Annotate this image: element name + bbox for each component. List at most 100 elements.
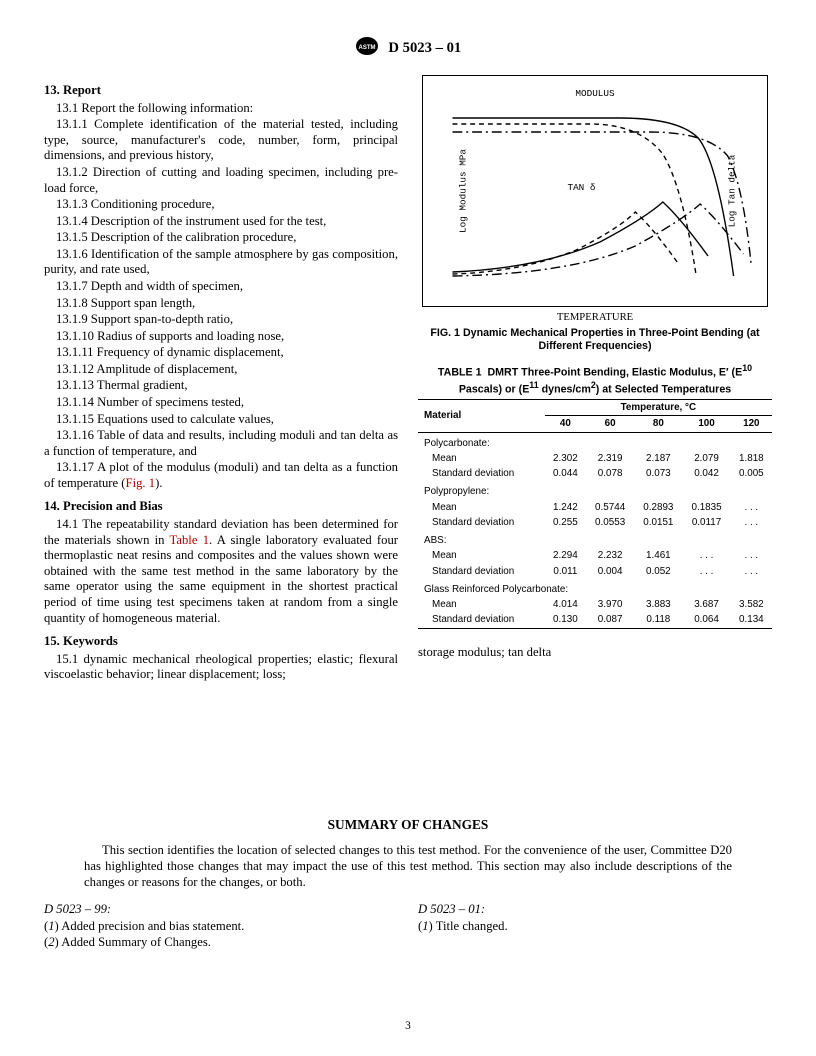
fig-xlabel: TEMPERATURE [418, 311, 772, 324]
table-cell: 1.242 [545, 500, 586, 515]
para-13-1-16: 13.1.16 Table of data and results, inclu… [44, 428, 398, 459]
para-13-1-6: 13.1.6 Identification of the sample atmo… [44, 247, 398, 278]
table-cell: 0.255 [545, 515, 586, 530]
para-13-1: 13.1 Report the following information: [44, 101, 398, 117]
table-group: ABS: [418, 530, 772, 549]
th-temp-80: 80 [634, 416, 682, 432]
table-cell: 0.2893 [634, 500, 682, 515]
th-temp-40: 40 [545, 416, 586, 432]
table-cell: . . . [682, 549, 730, 564]
table-cell: 0.130 [545, 613, 586, 629]
table-cell: 0.052 [634, 564, 682, 579]
table-cell: 2.294 [545, 549, 586, 564]
changes-right-title: D 5023 – 01: [418, 902, 772, 918]
table-row-label: Mean [418, 500, 545, 515]
para-13-1-10: 13.1.10 Radius of supports and loading n… [44, 329, 398, 345]
table-cell: 0.1835 [682, 500, 730, 515]
table-row-label: Standard deviation [418, 613, 545, 629]
section-13-heading: 13. Report [44, 83, 398, 99]
table-cell: 0.0553 [586, 515, 634, 530]
astm-logo-icon: ASTM [355, 36, 379, 61]
para-13-1-17-a: 13.1.17 A plot of the modulus (moduli) a… [44, 460, 398, 490]
page-number: 3 [0, 1020, 816, 1034]
table-cell: 1.818 [731, 451, 772, 466]
table-cell: . . . [731, 549, 772, 564]
table-row-label: Standard deviation [418, 564, 545, 579]
para-13-1-13: 13.1.13 Thermal gradient, [44, 378, 398, 394]
table-row-label: Mean [418, 549, 545, 564]
table-1: Material Temperature, °C 40 60 80 100 12… [418, 399, 772, 629]
table-group: Polypropylene: [418, 481, 772, 500]
table-cell: 0.073 [634, 466, 682, 481]
para-14-1: 14.1 The repeatability standard deviatio… [44, 517, 398, 626]
para-13-1-2: 13.1.2 Direction of cutting and loading … [44, 165, 398, 196]
para-13-1-8: 13.1.8 Support span length, [44, 296, 398, 312]
figure-curves [423, 76, 767, 306]
table-cell: 0.004 [586, 564, 634, 579]
table-cell: 3.883 [634, 598, 682, 613]
table-row-label: Mean [418, 451, 545, 466]
th-temperature: Temperature, °C [545, 400, 772, 416]
table-cell: 0.0117 [682, 515, 730, 530]
table-row-label: Standard deviation [418, 515, 545, 530]
table-group: Polycarbonate: [418, 432, 772, 451]
table-cell: 2.079 [682, 451, 730, 466]
table-row-label: Mean [418, 598, 545, 613]
table-row-label: Standard deviation [418, 466, 545, 481]
table-cell: . . . [731, 500, 772, 515]
table-cell: 0.005 [731, 466, 772, 481]
table-cell: 3.687 [682, 598, 730, 613]
summary-intro: This section identifies the location of … [84, 843, 732, 890]
table-cell: 2.319 [586, 451, 634, 466]
fig1-link[interactable]: Fig. 1 [126, 476, 156, 490]
table-cell: 0.078 [586, 466, 634, 481]
changes-left-1: (1) Added precision and bias statement. [44, 919, 398, 935]
table-cell: 0.042 [682, 466, 730, 481]
para-13-1-1: 13.1.1 Complete identification of the ma… [44, 117, 398, 164]
th-material: Material [418, 400, 545, 432]
para-13-1-9: 13.1.9 Support span-to-depth ratio, [44, 312, 398, 328]
table-cell: 0.011 [545, 564, 586, 579]
table-cell: 0.5744 [586, 500, 634, 515]
doc-id: D 5023 – 01 [388, 40, 461, 56]
table-cell: 0.044 [545, 466, 586, 481]
changes-columns: D 5023 – 99: (1) Added precision and bia… [44, 902, 772, 952]
svg-text:ASTM: ASTM [358, 45, 375, 51]
changes-right-1: (1) Title changed. [418, 919, 772, 935]
changes-left-2: (2) Added Summary of Changes. [44, 935, 398, 951]
fig-caption: FIG. 1 Dynamic Mechanical Properties in … [418, 327, 772, 353]
table-cell: 0.087 [586, 613, 634, 629]
table-cell: 2.187 [634, 451, 682, 466]
table-cell: 0.134 [731, 613, 772, 629]
table-cell: 3.970 [586, 598, 634, 613]
para-15-1-cont: storage modulus; tan delta [418, 645, 772, 661]
para-13-1-14: 13.1.14 Number of specimens tested, [44, 395, 398, 411]
table1-link[interactable]: Table 1 [170, 533, 210, 547]
figure-1-chart: MODULUS TAN δ Log Modulus MPa Log Tan de… [422, 75, 768, 307]
table-cell: 0.0151 [634, 515, 682, 530]
table-cell: 3.582 [731, 598, 772, 613]
table-cell: 2.232 [586, 549, 634, 564]
page-header: ASTM D 5023 – 01 [44, 36, 772, 61]
para-13-1-12: 13.1.12 Amplitude of displacement, [44, 362, 398, 378]
section-14-heading: 14. Precision and Bias [44, 499, 398, 515]
table-caption: TABLE 1 DMRT Three-Point Bending, Elasti… [418, 363, 772, 396]
table-cell: 0.118 [634, 613, 682, 629]
table-group: Glass Reinforced Polycarbonate: [418, 579, 772, 598]
para-13-1-15: 13.1.15 Equations used to calculate valu… [44, 412, 398, 428]
th-temp-120: 120 [731, 416, 772, 432]
summary-heading: SUMMARY OF CHANGES [44, 817, 772, 833]
changes-left: D 5023 – 99: (1) Added precision and bia… [44, 902, 398, 952]
th-temp-100: 100 [682, 416, 730, 432]
section-15-heading: 15. Keywords [44, 634, 398, 650]
para-13-1-17-b: ). [155, 476, 162, 490]
table-cell: 2.302 [545, 451, 586, 466]
para-13-1-5: 13.1.5 Description of the calibration pr… [44, 230, 398, 246]
changes-right: D 5023 – 01: (1) Title changed. [418, 902, 772, 952]
para-13-1-7: 13.1.7 Depth and width of specimen, [44, 279, 398, 295]
changes-left-title: D 5023 – 99: [44, 902, 398, 918]
para-13-1-17: 13.1.17 A plot of the modulus (moduli) a… [44, 460, 398, 491]
para-15-1: 15.1 dynamic mechanical rheological prop… [44, 652, 398, 683]
table-cell: . . . [731, 564, 772, 579]
table-cell: . . . [682, 564, 730, 579]
